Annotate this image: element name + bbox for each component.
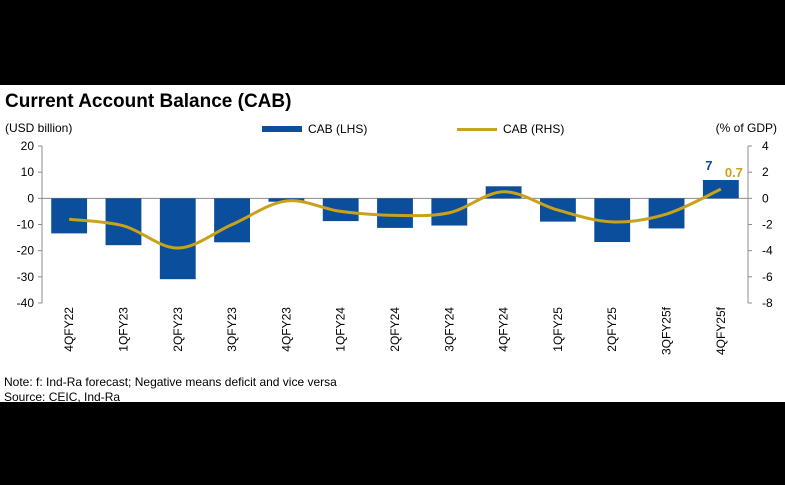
right-tick-label: -6 — [762, 270, 773, 284]
category-label: 2QFY25 — [605, 307, 619, 352]
legend-item-line: CAB (RHS) — [457, 122, 564, 136]
data-label-line: 0.7 — [725, 165, 743, 180]
chart-panel: Current Account Balance (CAB) (USD billi… — [0, 85, 785, 402]
left-tick-label: -20 — [17, 244, 35, 258]
right-tick-label: 2 — [762, 165, 769, 179]
category-label: 1QFY24 — [334, 307, 348, 352]
bar-2QFY23 — [159, 198, 196, 280]
legend-line-swatch — [457, 127, 497, 131]
right-tick-label: -4 — [762, 244, 773, 258]
legend-bar-swatch — [262, 126, 302, 132]
chart-note: Note: f: Ind-Ra forecast; Negative means… — [4, 375, 337, 389]
category-label: 2QFY23 — [171, 307, 185, 352]
category-label: 2QFY24 — [388, 307, 402, 352]
right-tick-label: 4 — [762, 139, 769, 153]
right-tick-label: -2 — [762, 218, 773, 232]
category-label: 1QFY23 — [116, 307, 130, 352]
data-label-bar: 7 — [705, 158, 712, 173]
legend-item-bar: CAB (LHS) — [262, 122, 367, 136]
bar-4QFY22 — [51, 198, 88, 234]
category-label: 3QFY25f — [660, 306, 674, 355]
bar-1QFY23 — [105, 198, 142, 246]
legend-line-label: CAB (RHS) — [503, 122, 565, 136]
legend-bar-label: CAB (LHS) — [308, 122, 368, 136]
category-label: 4QFY25f — [714, 306, 728, 355]
right-tick-label: -8 — [762, 296, 773, 310]
category-label: 1QFY25 — [551, 307, 565, 352]
right-tick-label: 0 — [762, 191, 769, 205]
bar-2QFY24 — [377, 198, 413, 228]
category-label: 4QFY22 — [62, 307, 76, 352]
bar-1QFY24 — [322, 198, 359, 222]
category-label: 3QFY23 — [225, 307, 239, 352]
category-label: 4QFY24 — [497, 307, 511, 352]
right-axis-unit: (% of GDP) — [715, 121, 777, 135]
chart-source: Source: CEIC, Ind-Ra — [4, 390, 121, 402]
left-tick-label: 10 — [21, 165, 35, 179]
left-tick-label: -10 — [17, 218, 35, 232]
left-tick-label: 0 — [27, 191, 34, 205]
left-axis-unit: (USD billion) — [5, 121, 73, 135]
category-label: 4QFY23 — [279, 307, 293, 352]
left-tick-label: -30 — [17, 270, 35, 284]
chart-title: Current Account Balance (CAB) — [5, 91, 292, 112]
bar-3QFY23 — [214, 198, 250, 243]
left-tick-label: -40 — [17, 296, 35, 310]
left-tick-label: 20 — [21, 139, 35, 153]
category-label: 3QFY24 — [442, 307, 456, 352]
